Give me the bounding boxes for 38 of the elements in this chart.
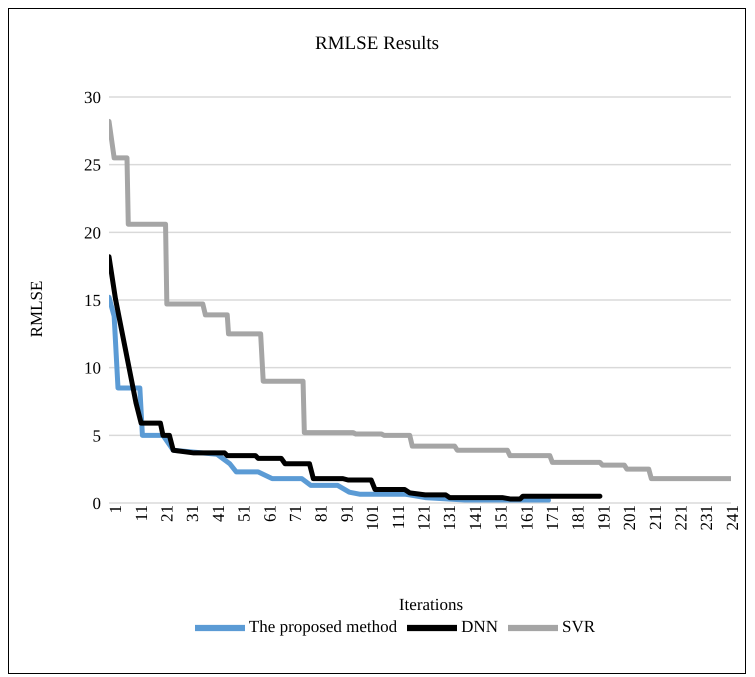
x-tick-label: 231 bbox=[697, 505, 716, 530]
y-tick-label: 25 bbox=[84, 156, 101, 175]
x-tick-label: 151 bbox=[492, 505, 511, 530]
y-axis-title: RMLSE bbox=[27, 280, 47, 338]
x-tick-label: 141 bbox=[466, 505, 485, 530]
y-tick-label: 0 bbox=[92, 494, 101, 514]
x-tick-label: 201 bbox=[620, 505, 640, 530]
legend-label: SVR bbox=[562, 616, 596, 636]
x-tick-label: 171 bbox=[543, 505, 562, 530]
x-tick-label: 131 bbox=[440, 505, 460, 530]
x-tick-label: 161 bbox=[517, 505, 536, 530]
x-tick-label: 121 bbox=[414, 505, 434, 530]
x-tick-label: 181 bbox=[568, 505, 588, 530]
x-tick-label: 11 bbox=[132, 505, 151, 522]
x-tick-label: 211 bbox=[646, 505, 665, 530]
chart-title: RMLSE Results bbox=[314, 33, 440, 55]
x-tick-label: 81 bbox=[312, 505, 331, 522]
y-tick-label: 20 bbox=[84, 223, 101, 242]
x-tick-label: 101 bbox=[363, 505, 382, 530]
x-tick-label: 61 bbox=[260, 505, 280, 522]
y-tick-label: 15 bbox=[84, 291, 101, 310]
x-tick-label: 91 bbox=[337, 505, 356, 522]
legend-label: DNN bbox=[461, 616, 498, 636]
x-tick-label: 21 bbox=[157, 505, 176, 522]
y-tick-label: 30 bbox=[84, 88, 101, 108]
x-tick-label: 191 bbox=[594, 505, 614, 530]
x-tick-label: 111 bbox=[388, 505, 408, 530]
x-tick-label: 71 bbox=[286, 505, 305, 522]
y-tick-label: 10 bbox=[84, 358, 101, 378]
x-tick-label: 1 bbox=[106, 505, 126, 514]
x-tick-label: 41 bbox=[208, 505, 228, 522]
x-axis-title: Iterations bbox=[398, 595, 464, 615]
x-tick-label: 31 bbox=[183, 505, 202, 522]
y-tick-label: 5 bbox=[92, 426, 101, 446]
x-tick-label: 221 bbox=[672, 505, 691, 530]
legend-label: The proposed method bbox=[248, 616, 398, 636]
x-tick-label: 241 bbox=[722, 505, 742, 530]
x-tick-label: 51 bbox=[234, 505, 254, 522]
